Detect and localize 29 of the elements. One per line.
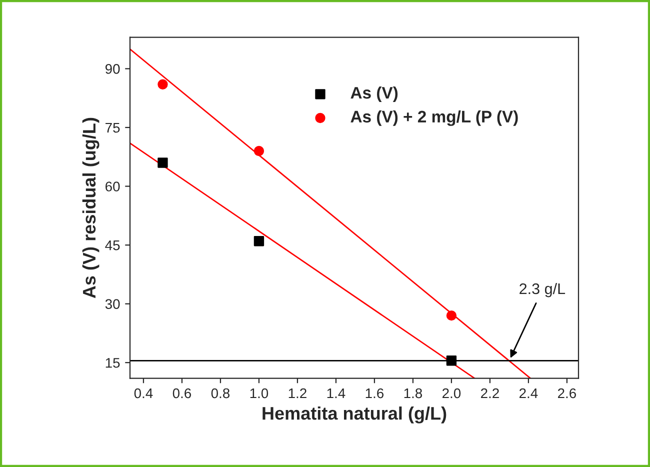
legend-label: As (V) + 2 mg/L (P (V) (350, 110, 518, 126)
y-tick-label: 45 (105, 240, 120, 250)
y-tick-label: 15 (106, 358, 120, 368)
point (158, 79, 168, 90)
point (158, 158, 168, 168)
x-axis-title: Hematita natural (g/L) (262, 406, 446, 424)
x-tick-label: 0.6 (172, 388, 192, 398)
point (254, 146, 264, 156)
y-tick-label: 60 (106, 182, 120, 192)
y-tick-label: 30 (105, 299, 120, 309)
y-axis-title: As (V) residual (ug/L) (82, 118, 100, 298)
point (254, 236, 264, 246)
x-tick-label: 0.8 (211, 388, 230, 398)
point (446, 310, 457, 321)
annotation: 2.3 g/L (520, 282, 566, 298)
x-tick-label: 1.6 (366, 388, 384, 398)
x-tick-label: 1.2 (288, 388, 306, 398)
legend-label: As (V) (350, 86, 398, 102)
x-tick-label: 1.0 (250, 388, 268, 398)
y-tick-label: 90 (105, 64, 120, 74)
x-tick-label: 2.2 (481, 388, 499, 398)
y-tick-label: 75 (106, 122, 120, 133)
point (446, 356, 457, 366)
x-tick-label: 2.0 (442, 388, 461, 398)
x-tick-label: 1.4 (327, 388, 346, 398)
x-tick-label: 2.4 (520, 388, 538, 398)
x-tick-label: 2.6 (558, 388, 576, 398)
x-tick-label: 0.4 (134, 388, 153, 398)
x-tick-label: 1.8 (404, 388, 422, 398)
